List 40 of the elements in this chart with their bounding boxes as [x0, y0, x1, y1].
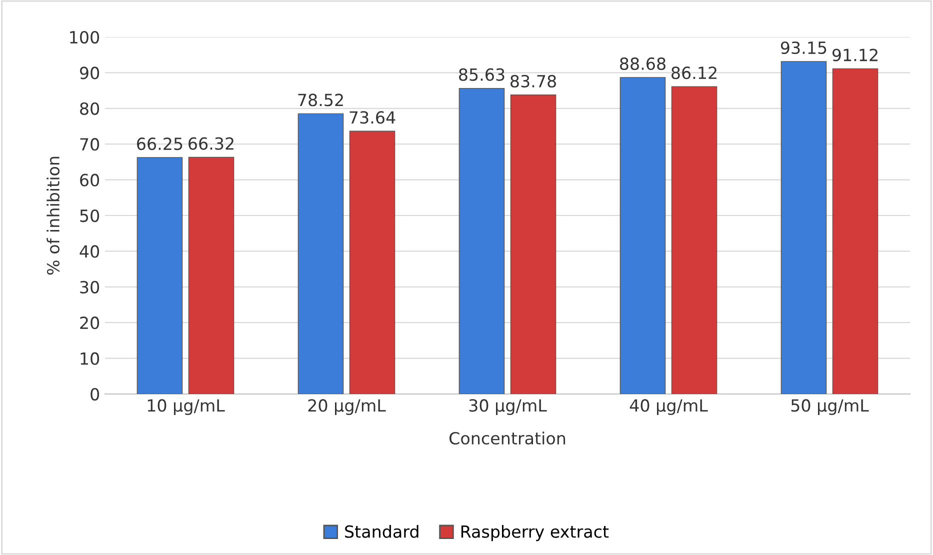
- y-tick-label: 80: [80, 102, 100, 115]
- data-label: 88.68: [620, 57, 666, 70]
- bar: [458, 88, 505, 394]
- data-label: 86.12: [672, 66, 716, 80]
- y-tick-label: 20: [80, 316, 100, 330]
- bar: [188, 156, 234, 394]
- x-tick-label: 10 µg/mL: [148, 399, 225, 415]
- data-label: 85.63: [459, 68, 504, 81]
- y-tick-label: 10: [80, 352, 100, 365]
- data-label: 66.25: [137, 137, 182, 150]
- bar: [510, 94, 556, 394]
- bar: [780, 61, 827, 394]
- bar: [832, 68, 878, 394]
- bar: [136, 157, 183, 394]
- data-label: 83.78: [510, 74, 556, 88]
- x-tick-label: 20 µg/mL: [308, 399, 386, 415]
- bar: [349, 130, 396, 394]
- bar: [620, 77, 666, 394]
- data-label: 73.64: [350, 111, 396, 124]
- bar: [298, 113, 344, 394]
- y-tick-label: 90: [80, 66, 100, 80]
- x-tick-label: 50 µg/mL: [791, 399, 869, 415]
- data-label: 91.12: [832, 48, 878, 62]
- legend-label: Raspberry extract: [461, 525, 609, 542]
- data-label: 78.52: [298, 94, 343, 106]
- bar: [671, 86, 718, 394]
- data-label: 66.32: [188, 137, 234, 150]
- y-axis-title: % of inhibition: [46, 156, 60, 275]
- y-tick-label: 50: [80, 209, 100, 222]
- x-tick-label: 40 µg/mL: [630, 399, 708, 415]
- legend-label: Standard: [345, 525, 418, 538]
- x-tick-label: 30 µg/mL: [469, 399, 547, 415]
- y-tick-label: 30: [80, 280, 100, 294]
- y-tick-label: 40: [80, 245, 100, 258]
- x-axis-title: Concentration: [449, 432, 566, 445]
- y-tick-label: 0: [90, 388, 100, 401]
- y-tick-label: 100: [70, 30, 100, 44]
- y-tick-label: 60: [80, 174, 100, 186]
- y-tick-label: 70: [80, 138, 100, 151]
- data-label: 93.15: [780, 41, 826, 54]
